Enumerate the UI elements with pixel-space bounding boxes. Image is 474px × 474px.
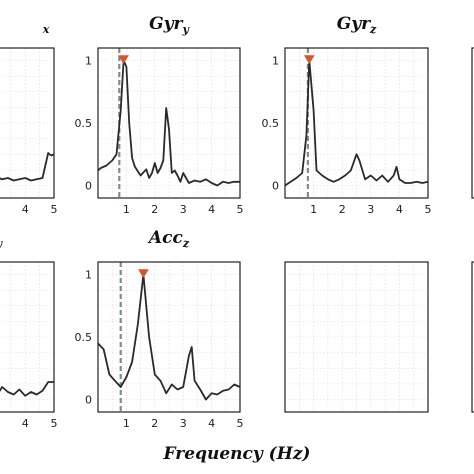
series-line [0, 381, 54, 397]
axes-frame [0, 47, 55, 199]
x-tick-label: 5 [51, 417, 58, 430]
y-tick-label: 1 [85, 55, 92, 68]
x-tick-label: 1 [310, 203, 317, 216]
series-line [97, 59, 240, 187]
series-line [284, 59, 429, 187]
y-tick-label: 0 [272, 180, 279, 193]
peak-marker [303, 55, 315, 64]
subplot-3: 1 2 3 4 5 0 0.5 1 Gyrz [262, 14, 432, 216]
x-tick-label: 3 [180, 417, 187, 430]
x-tick-label: 5 [425, 203, 432, 216]
subplot-6: 1 2 3 4 5 0 0.5 1 Accz [75, 228, 244, 430]
y-tick-label: 0 [85, 394, 92, 407]
subplot-title: Accy [0, 228, 4, 250]
y-tick-label: 0.5 [262, 117, 280, 130]
y-tick-label: 0.5 [75, 331, 93, 344]
y-tick-label: 1 [272, 55, 279, 68]
x-tick-label: 4 [22, 417, 29, 430]
subplot-8 [471, 261, 474, 413]
axes-frame [97, 47, 241, 199]
subplot-2: 1 2 3 4 5 0 0.5 1 Gyry [75, 14, 244, 216]
subplot-1: 4 5 x [0, 23, 58, 216]
x-tick-label: 4 [22, 203, 29, 216]
x-tick-label: 2 [151, 203, 158, 216]
x-tick-label: 3 [367, 203, 374, 216]
shared-x-axis-label: Frequency (Hz) [163, 444, 311, 464]
x-tick-label: 4 [396, 203, 403, 216]
subplot-grid: 45x1234500.51Gyry1234500.51Gyrz45x123450… [0, 14, 474, 430]
x-tick-label: 2 [151, 417, 158, 430]
subplot-4: 45x [471, 47, 474, 199]
axes-frame [284, 47, 429, 199]
x-tick-label: 5 [237, 203, 244, 216]
subplot-title: Accz [147, 228, 190, 250]
series-line [97, 273, 241, 401]
axes-frame [0, 261, 55, 413]
x-tick-label: 5 [237, 417, 244, 430]
peak-marker [118, 55, 130, 64]
axes-frame [471, 47, 474, 199]
x-tick-label: 4 [208, 417, 215, 430]
y-tick-label: 1 [85, 269, 92, 282]
x-tick-label: 2 [339, 203, 346, 216]
subplot-title: Gyry [149, 14, 190, 36]
axes-frame [284, 261, 429, 413]
y-tick-label: 0.5 [75, 117, 93, 130]
series-line [0, 152, 55, 182]
subplot-title: x [42, 23, 50, 36]
axes-frame [97, 261, 241, 413]
y-tick-label: 0 [85, 180, 92, 193]
x-tick-label: 1 [123, 417, 130, 430]
subplot-7 [284, 261, 429, 413]
x-tick-label: 4 [208, 203, 215, 216]
x-tick-label: 3 [180, 203, 187, 216]
peak-marker [137, 269, 149, 278]
subplot-title: Gyrz [337, 14, 377, 36]
axes-frame [471, 261, 474, 413]
x-tick-label: 1 [123, 203, 130, 216]
x-tick-label: 5 [51, 203, 58, 216]
